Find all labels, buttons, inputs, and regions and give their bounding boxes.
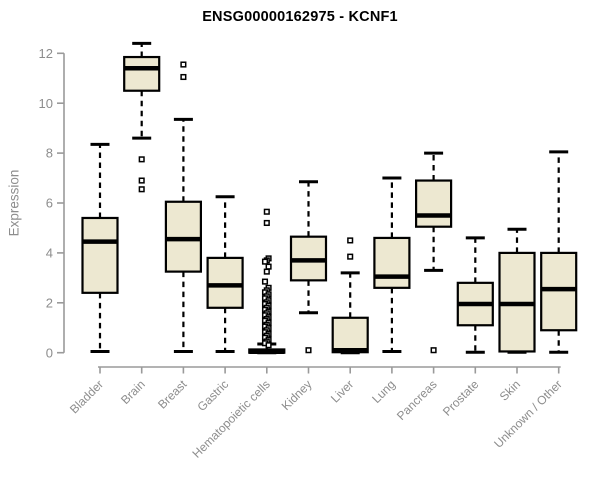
iqr-box bbox=[123, 55, 161, 92]
box-kidney bbox=[289, 180, 328, 354]
box-gastric bbox=[206, 195, 244, 353]
y-tick-label: 12 bbox=[39, 46, 53, 61]
outlier-point bbox=[263, 208, 270, 215]
x-tick-label-prostate: Prostate bbox=[440, 377, 482, 419]
iqr-box bbox=[373, 236, 411, 289]
box-hematopoietic-cells bbox=[248, 208, 286, 355]
y-tick-label: 4 bbox=[46, 246, 53, 261]
x-tick-label-liver: Liver bbox=[328, 377, 356, 405]
x-tick-label-kidney: Kidney bbox=[279, 377, 315, 413]
box-skin bbox=[498, 227, 536, 354]
chart-title: ENSG00000162975 - KCNF1 bbox=[202, 9, 398, 25]
x-tick-label-gastric: Gastric bbox=[194, 377, 231, 414]
iqr-box bbox=[206, 256, 244, 309]
y-tick-label: 8 bbox=[46, 146, 53, 161]
outlier-point bbox=[263, 219, 270, 227]
outlier-point bbox=[138, 177, 145, 184]
iqr-box bbox=[331, 316, 369, 354]
y-tick-label: 6 bbox=[46, 196, 53, 211]
y-tick-label: 2 bbox=[46, 295, 53, 310]
outlier-point bbox=[138, 186, 145, 193]
box-brain bbox=[123, 41, 161, 193]
box-liver bbox=[331, 237, 369, 355]
iqr-box bbox=[81, 216, 119, 294]
y-tick-label: 10 bbox=[39, 96, 53, 111]
x-tick-label-pancreas: Pancreas bbox=[394, 377, 440, 423]
outlier-point bbox=[265, 342, 272, 349]
iqr-box bbox=[540, 251, 578, 332]
y-axis: 0 2 4 6 8 10 12 bbox=[39, 46, 65, 360]
x-tick-label-lung: Lung bbox=[369, 377, 398, 406]
outlier-point bbox=[430, 347, 437, 354]
x-tick-label-skin: Skin bbox=[497, 377, 523, 403]
outlier-point bbox=[265, 263, 272, 270]
iqr-box bbox=[415, 179, 453, 228]
outlier-point bbox=[347, 253, 354, 260]
iqr-box bbox=[164, 200, 202, 273]
box-unknown-other bbox=[540, 150, 578, 354]
outlier-point bbox=[305, 347, 312, 354]
x-tick-label-brain: Brain bbox=[118, 377, 148, 407]
outlier-point bbox=[138, 156, 145, 163]
outlier-point bbox=[347, 237, 354, 244]
outlier-point bbox=[180, 73, 187, 81]
x-tick-label-breast: Breast bbox=[155, 377, 190, 412]
outlier-point bbox=[261, 258, 269, 265]
box-bladder bbox=[81, 142, 119, 353]
outlier-point bbox=[263, 268, 270, 275]
box-prostate bbox=[456, 236, 494, 354]
box-pancreas bbox=[415, 151, 453, 354]
y-tick-label: 0 bbox=[46, 345, 53, 360]
outlier-point bbox=[261, 278, 269, 285]
outlier-point bbox=[180, 61, 187, 68]
box-lung bbox=[373, 176, 411, 353]
x-tick-label-hematopoietic-cells: Hematopoietic cells bbox=[189, 377, 272, 460]
box-breast bbox=[164, 61, 202, 353]
x-tick-label-bladder: Bladder bbox=[67, 377, 106, 416]
